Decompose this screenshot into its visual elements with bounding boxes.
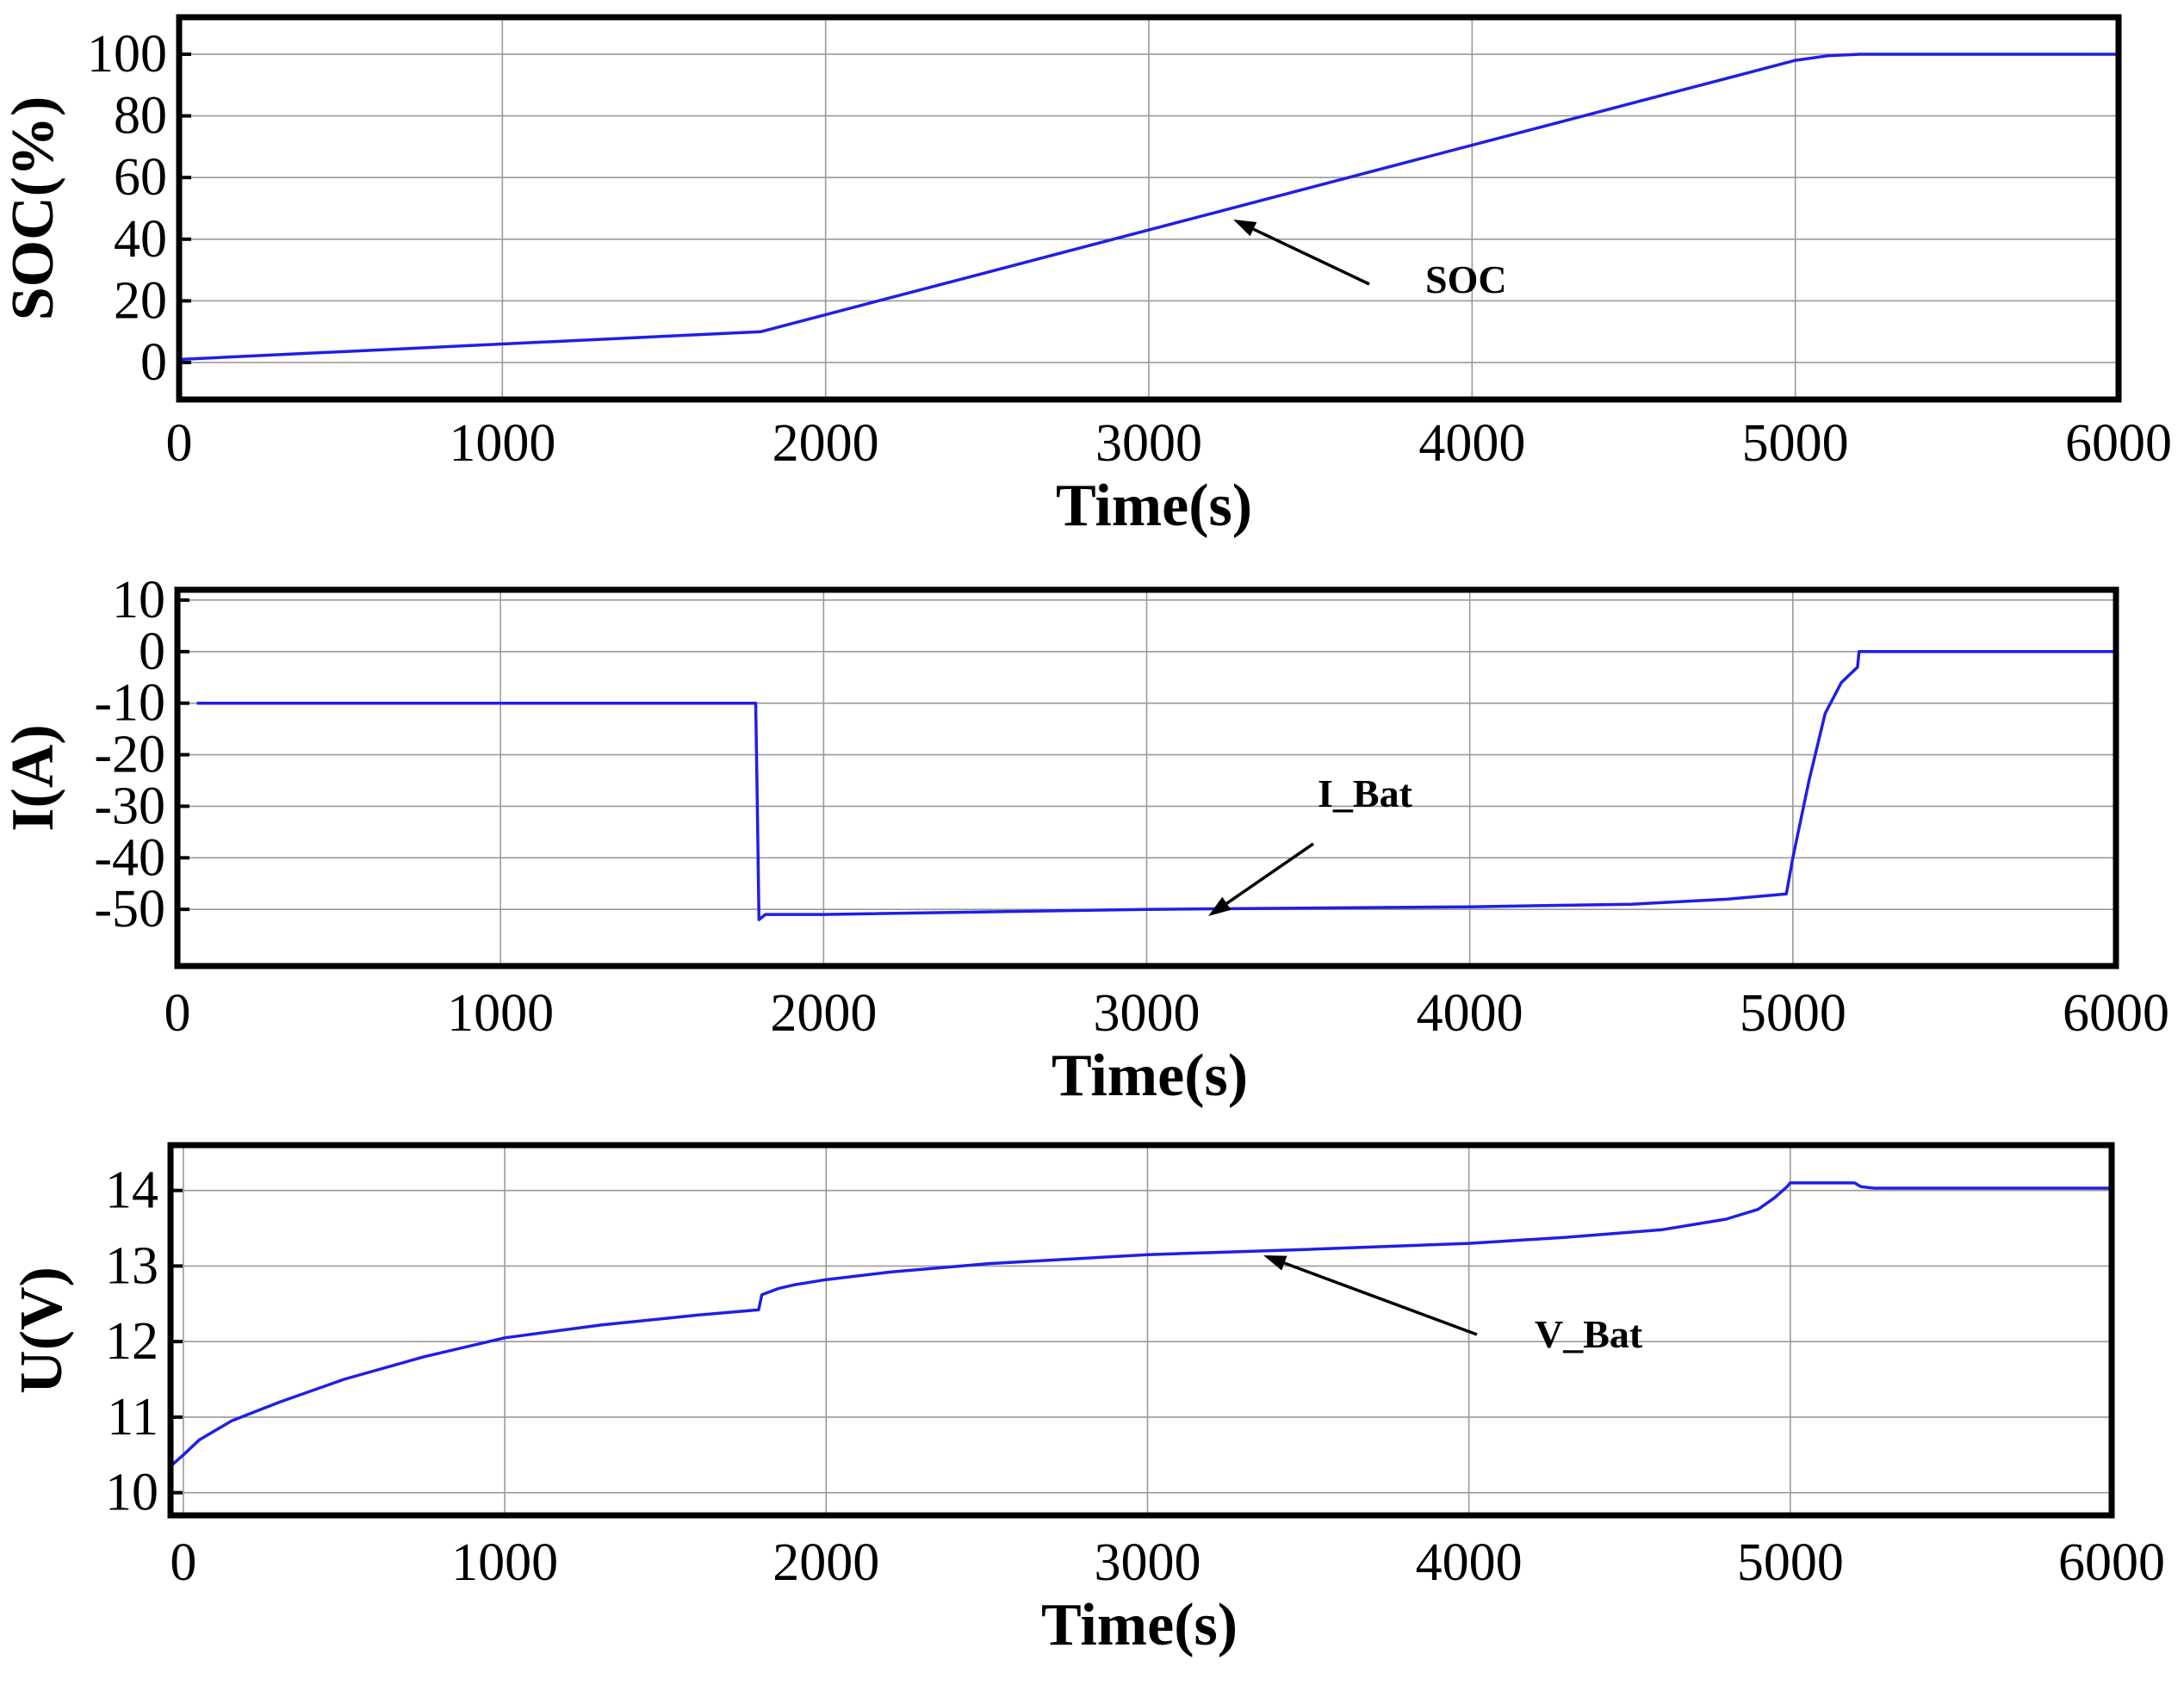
x-tick-label: 1000 (447, 984, 554, 1043)
series-line-v-bat (171, 1181, 2112, 1468)
x-tick-label: 6000 (2065, 414, 2172, 473)
annotation-arrow-line (1225, 842, 1314, 905)
annotation-arrow-head (1233, 220, 1257, 237)
x-axis-title: Time(s) (1052, 1043, 1248, 1109)
x-tick-label: 2000 (770, 984, 877, 1043)
annotation-label: SOC (1425, 257, 1507, 301)
y-tick-label: 80 (114, 87, 167, 146)
y-tick-label: 10 (105, 1464, 158, 1522)
y-tick-label: -50 (94, 880, 165, 938)
y-tick-label: 0 (139, 623, 165, 681)
y-tick-label: 40 (114, 210, 167, 269)
annotation-arrow-line (1252, 227, 1370, 286)
x-tick-label: 4000 (1417, 984, 1523, 1043)
y-tick-label: -30 (94, 777, 165, 835)
x-tick-label: 2000 (772, 414, 879, 473)
y-tick-label: -10 (94, 674, 165, 733)
y-tick-label: 14 (105, 1161, 158, 1220)
x-tick-label: 5000 (1737, 1533, 1844, 1592)
voltage-chart-panel: 10 11 12 13 14 0 1000 2000 3000 4000 5000 6000 Time(… (9, 1142, 2165, 1658)
x-tick-label: 2000 (772, 1533, 879, 1592)
annotation-label: I_Bat (1318, 771, 1413, 815)
y-axis-title: U(V) (9, 1267, 75, 1394)
x-axis-title: Time(s) (1056, 473, 1252, 539)
x-tick-label: 1000 (449, 414, 555, 473)
x-tick-label: 0 (170, 1533, 196, 1592)
series-line-soc (179, 53, 2119, 362)
y-tick-label: 0 (140, 333, 167, 392)
y-tick-label: 60 (114, 148, 167, 207)
x-tick-label: 4000 (1416, 1533, 1523, 1592)
x-tick-label: 5000 (1742, 414, 1849, 473)
y-tick-label: 11 (107, 1388, 158, 1446)
x-tick-label: 1000 (451, 1533, 558, 1592)
y-tick-label: 13 (105, 1236, 158, 1295)
x-tick-label: 3000 (1095, 414, 1202, 473)
x-tick-label: 0 (164, 984, 191, 1043)
y-tick-label: 100 (87, 25, 167, 84)
plot-frame (167, 1142, 2115, 1519)
y-axis-title: I(A) (0, 724, 66, 831)
y-axis-title: SOC(%) (0, 96, 66, 321)
x-tick-label: 6000 (2058, 1533, 2165, 1592)
annotation-arrow-line (1283, 1261, 1478, 1336)
current-chart-panel: 100-10-20-30-40-500 1000 2000 3000 4000 5000 6… (0, 571, 2169, 1109)
y-tick-label: 10 (112, 571, 165, 629)
x-tick-label: 4000 (1418, 414, 1525, 473)
x-tick-label: 5000 (1740, 984, 1846, 1043)
x-axis-title: Time(s) (1041, 1592, 1238, 1658)
y-tick-label: -40 (94, 828, 165, 887)
series-line-i-bat (196, 650, 2116, 921)
annotation-arrow-head (1263, 1255, 1287, 1271)
x-tick-label: 0 (166, 414, 193, 473)
annotation-arrow-head (1208, 896, 1232, 916)
y-tick-label: -20 (94, 726, 165, 784)
y-tick-label: 20 (114, 271, 167, 330)
x-tick-label: 3000 (1094, 984, 1201, 1043)
x-tick-label: 6000 (2063, 984, 2169, 1043)
plot-frame (174, 586, 2119, 969)
annotation-label: V_Bat (1535, 1312, 1643, 1356)
y-tick-label: 12 (105, 1312, 158, 1371)
x-tick-label: 3000 (1094, 1533, 1201, 1592)
plot-frame (176, 14, 2122, 403)
